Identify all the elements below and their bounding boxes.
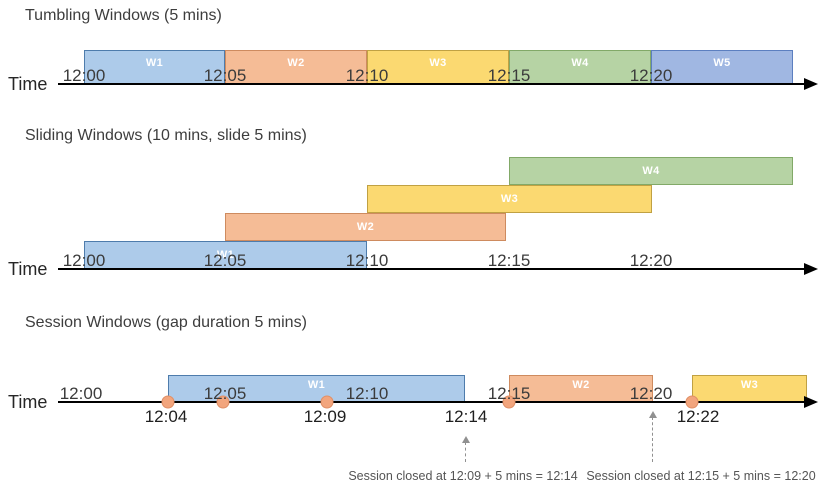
session-window-bar-w2: W2 [509, 375, 653, 402]
tumbling-window-label-w1: W1 [145, 57, 164, 69]
tumbling-tick-label: 12:10 [345, 66, 389, 85]
tumbling-time-axis-label: Time [8, 74, 48, 94]
session-annotation-arrowhead-icon [648, 411, 657, 418]
session-window-label-w3: W3 [740, 379, 759, 391]
sliding-window-label-w3: W3 [500, 193, 519, 205]
session-tick-label: 12:05 [203, 384, 247, 403]
sliding-tick-label: 12:20 [629, 251, 673, 270]
sliding-window-bar-w4: W4 [509, 157, 793, 185]
session-event-label: 12:22 [676, 407, 720, 426]
sliding-window-bar-w2: W2 [225, 213, 506, 241]
sliding-window-bar-w3: W3 [367, 185, 652, 213]
tumbling-window-bar-w3: W3 [367, 50, 509, 84]
session-event-dot [161, 395, 175, 409]
sliding-tick-label: 12:05 [203, 251, 247, 270]
sliding-time-axis-arrowhead-icon [804, 263, 818, 275]
tumbling-window-label-w2: W2 [287, 57, 305, 69]
tumbling-windows-title: Tumbling Windows (5 mins) [25, 7, 222, 24]
session-event-dot [320, 395, 334, 409]
sliding-time-axis-label: Time [8, 259, 48, 279]
session-annotation-arrow [652, 417, 653, 462]
tumbling-tick-label: 12:15 [487, 66, 531, 85]
session-time-axis-label: Time [8, 392, 48, 412]
tumbling-tick-label: 12:00 [62, 66, 106, 85]
session-windows-title: Session Windows (gap duration 5 mins) [25, 314, 307, 331]
sliding-tick-label: 12:10 [345, 251, 389, 270]
session-event-label: 12:09 [303, 407, 347, 426]
tumbling-window-bar-w1: W1 [84, 50, 225, 84]
session-annotation-text: Session closed at 12:09 + 5 mins = 12:14 [348, 469, 578, 483]
tumbling-time-axis-line [58, 83, 804, 85]
tumbling-window-bar-w5: W5 [651, 50, 793, 84]
tumbling-window-label-w5: W5 [713, 57, 731, 69]
sliding-windows-title: Sliding Windows (10 mins, slide 5 mins) [25, 127, 307, 144]
sliding-window-label-w2: W2 [356, 221, 375, 233]
tumbling-tick-label: 12:20 [629, 66, 673, 85]
session-tick-label: 12:20 [629, 384, 673, 403]
tumbling-tick-label: 12:05 [203, 66, 247, 85]
session-time-axis-line [58, 401, 804, 403]
sliding-window-label-w4: W4 [642, 165, 660, 177]
session-tick-label: 12:00 [59, 384, 103, 403]
tumbling-window-label-w3: W3 [429, 57, 447, 69]
session-event-dot [685, 395, 699, 409]
session-annotation-text: Session closed at 12:15 + 5 mins = 12:20 [586, 469, 816, 483]
sliding-tick-label: 12:15 [487, 251, 531, 270]
session-event-dot [502, 395, 516, 409]
session-annotation-arrowhead-icon [461, 436, 470, 443]
session-time-axis-arrowhead-icon [804, 396, 818, 408]
session-event-label: 12:04 [144, 407, 188, 426]
session-window-bar-w3: W3 [692, 375, 807, 402]
session-window-label-w1: W1 [307, 379, 326, 391]
session-event-label: 12:14 [444, 407, 488, 426]
sliding-tick-label: 12:00 [62, 251, 106, 270]
sliding-window-label-w1: W1 [216, 249, 235, 261]
session-event-dot [216, 395, 230, 409]
session-tick-label: 12:15 [487, 384, 531, 403]
tumbling-time-axis-arrowhead-icon [804, 78, 818, 90]
sliding-time-axis-line [58, 268, 804, 270]
session-tick-label: 12:10 [345, 384, 389, 403]
sliding-window-bar-w1: W1 [84, 241, 367, 269]
tumbling-window-label-w4: W4 [571, 57, 589, 69]
session-annotation-arrow [465, 442, 466, 462]
session-window-label-w2: W2 [572, 379, 590, 391]
